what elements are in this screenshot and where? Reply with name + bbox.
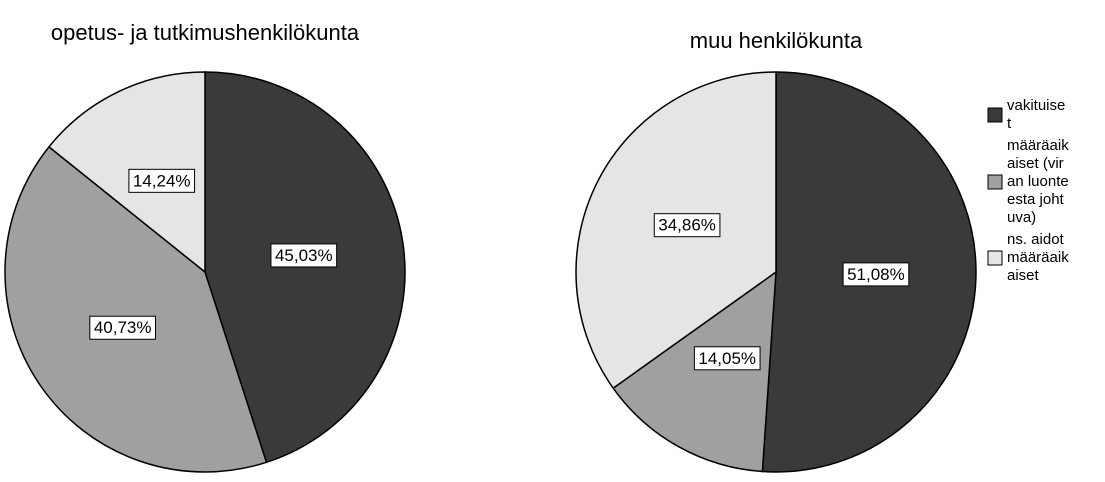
data-label: 14,24% [133,171,191,190]
legend-label: määräaikaiset (viran luonteesta johtuva) [1007,137,1069,226]
data-label: 45,03% [275,246,333,265]
legend-swatch [987,174,1003,190]
data-label: 40,73% [94,318,152,337]
legend-label: ns. aidot määräaikaiset [1007,231,1069,284]
label-box [270,243,338,268]
pie-slice [612,270,777,473]
legend-swatch [987,250,1003,266]
legend-entry: määräaikaiset (viran luonteesta johtuva) [1007,137,1069,226]
data-label: 51,08% [847,265,905,284]
chart-title: muu henkilökunta [690,28,863,53]
label-box [693,346,761,371]
legend-swatch [987,107,1003,123]
legend-entry: ns. aidot määräaikaiset [1007,231,1069,284]
legend-label: vakituiset [1007,97,1066,132]
pie-slice [4,145,268,473]
legend-entry: vakituiset [1007,97,1066,132]
chart-title: opetus- ja tutkimushenkilökunta [51,20,360,45]
data-label: 34,86% [658,216,716,235]
data-label: 14,05% [698,349,756,368]
label-box [653,213,721,238]
label-box [89,315,157,340]
label-box [842,262,910,287]
pie-slice [47,71,206,274]
label-box [128,168,196,193]
